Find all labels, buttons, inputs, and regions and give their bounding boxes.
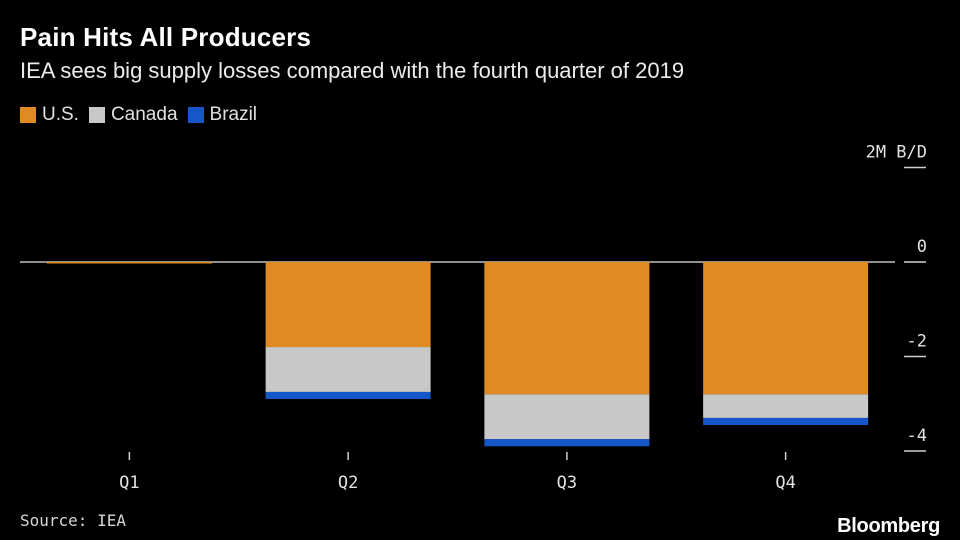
source-note: Source: IEA	[20, 511, 126, 530]
bar-canada-q2	[265, 347, 431, 392]
legend-item-canada: Canada	[88, 104, 178, 126]
legend: U.S. Canada Brazil	[20, 104, 267, 126]
bar-canada-q4	[703, 394, 869, 418]
x-tick-label-q3: Q3	[557, 473, 577, 493]
legend-label-canada: Canada	[110, 104, 178, 125]
bar-us-q2	[265, 262, 431, 348]
legend-swatch-us	[20, 107, 36, 123]
legend-swatch-canada	[88, 107, 105, 123]
legend-label-brazil: Brazil	[209, 104, 258, 125]
bar-brazil-q3	[484, 439, 650, 447]
bar-brazil-q4	[703, 417, 869, 426]
bar-us-q3	[484, 262, 650, 395]
bar-us-q4	[703, 262, 869, 395]
x-tick-label-q4: Q4	[775, 473, 795, 493]
legend-item-brazil: Brazil	[187, 104, 258, 126]
y-tick-label-3: -4	[907, 426, 927, 446]
y-tick-label-1: 0	[917, 237, 927, 257]
legend-item-us: U.S.	[20, 104, 79, 126]
y-tick-label-2: -2	[907, 332, 927, 352]
bar-brazil-q2	[265, 391, 431, 400]
y-tick-label-0: 2M B/D	[866, 143, 927, 163]
x-tick-label-q2: Q2	[338, 473, 358, 493]
chart-subtitle: IEA sees big supply losses compared with…	[20, 58, 685, 83]
bloomberg-logo: Bloomberg	[837, 515, 940, 537]
chart-title: Pain Hits All Producers	[20, 22, 312, 52]
x-tick-label-q1: Q1	[119, 473, 139, 493]
legend-label-us: U.S.	[42, 104, 79, 125]
bar-canada-q3	[484, 394, 650, 440]
legend-swatch-brazil	[187, 107, 204, 123]
bar-us-q1	[46, 262, 212, 264]
